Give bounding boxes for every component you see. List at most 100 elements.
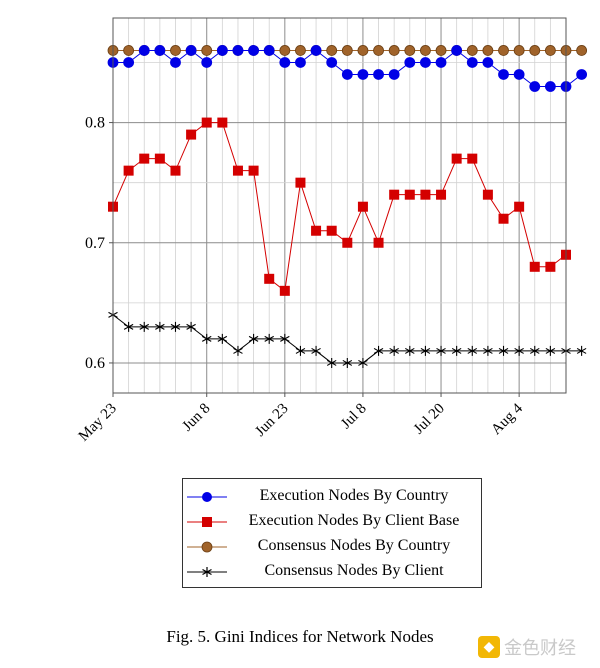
legend: Execution Nodes By Country Execution Nod… bbox=[182, 478, 482, 588]
data-point bbox=[513, 69, 525, 80]
data-point bbox=[232, 165, 243, 176]
legend-item-consensus-country: Consensus Nodes By Country bbox=[183, 535, 483, 559]
data-point bbox=[264, 333, 274, 344]
y-tick-label: 0.6 bbox=[85, 355, 105, 372]
data-point bbox=[201, 117, 212, 128]
watermark: ◆ 金色财经 bbox=[478, 633, 598, 661]
legend-label: Execution Nodes By Client Base bbox=[248, 512, 460, 529]
data-point bbox=[248, 333, 259, 344]
data-point bbox=[279, 285, 290, 296]
legend-swatch-star-black-icon bbox=[187, 567, 227, 577]
data-point bbox=[280, 333, 290, 344]
y-tick-label: 0.7 bbox=[85, 235, 105, 252]
data-point bbox=[154, 45, 166, 56]
data-point bbox=[155, 321, 165, 332]
data-point bbox=[154, 153, 165, 164]
data-point bbox=[186, 129, 197, 140]
data-point bbox=[342, 357, 353, 368]
data-point bbox=[404, 189, 415, 200]
data-point bbox=[357, 45, 369, 56]
data-point bbox=[388, 69, 400, 80]
y-tick-label: 0.8 bbox=[85, 115, 105, 132]
legend-swatch-circle-brown-icon bbox=[187, 541, 227, 553]
watermark-logo-icon: ◆ bbox=[478, 636, 500, 658]
data-point bbox=[170, 321, 181, 332]
data-point bbox=[388, 45, 400, 56]
data-point bbox=[482, 45, 494, 56]
data-point bbox=[233, 345, 243, 356]
data-point bbox=[170, 165, 181, 176]
data-point bbox=[467, 153, 478, 164]
data-point bbox=[435, 57, 447, 68]
data-point bbox=[576, 45, 588, 56]
data-point bbox=[405, 345, 415, 356]
data-point bbox=[545, 261, 556, 272]
data-point bbox=[138, 45, 150, 56]
data-point bbox=[232, 45, 244, 56]
data-point bbox=[295, 45, 306, 56]
data-point bbox=[263, 45, 275, 56]
data-point bbox=[498, 345, 509, 356]
data-point bbox=[466, 57, 478, 68]
data-point bbox=[513, 45, 525, 56]
figure-caption: Fig. 5. Gini Indices for Network Nodes bbox=[166, 627, 434, 646]
data-point bbox=[123, 57, 135, 68]
data-point bbox=[529, 81, 541, 92]
legend-swatch-circle-blue-icon bbox=[187, 492, 227, 502]
data-point bbox=[373, 237, 384, 248]
data-point bbox=[217, 333, 228, 344]
data-point bbox=[451, 45, 463, 56]
data-point bbox=[123, 165, 134, 176]
data-point bbox=[310, 45, 322, 56]
series-2 bbox=[107, 45, 588, 56]
data-point bbox=[389, 345, 399, 356]
data-point bbox=[373, 69, 384, 80]
data-point bbox=[139, 153, 150, 164]
data-point bbox=[279, 57, 291, 68]
series-1 bbox=[108, 117, 571, 296]
data-point bbox=[420, 345, 431, 356]
data-point bbox=[529, 45, 541, 56]
data-point bbox=[435, 45, 447, 56]
data-point bbox=[358, 357, 368, 368]
legend-item-execution-country: Execution Nodes By Country bbox=[183, 485, 483, 509]
data-point bbox=[248, 165, 259, 176]
data-point bbox=[295, 177, 306, 188]
data-point bbox=[420, 189, 431, 200]
data-point bbox=[514, 201, 525, 212]
data-point bbox=[544, 45, 556, 56]
series-3 bbox=[108, 309, 587, 368]
x-tick-label: Aug 4 bbox=[488, 400, 526, 438]
data-point bbox=[529, 261, 540, 272]
data-point bbox=[389, 189, 400, 200]
data-point bbox=[498, 45, 509, 56]
data-point bbox=[248, 45, 259, 56]
data-point bbox=[326, 357, 337, 368]
x-tick-label: Jul 8 bbox=[338, 401, 370, 433]
y-axis: 0.6 0.7 0.8 bbox=[85, 115, 113, 372]
x-tick-label: May 23 bbox=[76, 401, 120, 445]
series-layer bbox=[107, 45, 588, 368]
data-point bbox=[279, 45, 291, 56]
data-point bbox=[451, 153, 462, 164]
data-point bbox=[311, 345, 321, 356]
data-point bbox=[466, 45, 478, 56]
data-point bbox=[201, 57, 213, 68]
data-point bbox=[123, 45, 135, 56]
data-point bbox=[436, 345, 446, 356]
data-point bbox=[498, 69, 509, 80]
data-point bbox=[482, 57, 494, 68]
data-point bbox=[170, 57, 181, 68]
legend-item-consensus-client: Consensus Nodes By Client bbox=[183, 560, 483, 584]
data-point bbox=[467, 345, 478, 356]
legend-label: Consensus Nodes By Country bbox=[257, 537, 451, 554]
data-point bbox=[216, 45, 228, 56]
series-line bbox=[112, 122, 567, 292]
legend-label: Execution Nodes By Country bbox=[259, 487, 449, 504]
data-point bbox=[295, 57, 306, 68]
data-point bbox=[311, 225, 322, 236]
data-point bbox=[420, 45, 431, 56]
data-point bbox=[357, 201, 368, 212]
data-point bbox=[123, 321, 134, 332]
data-point bbox=[576, 69, 588, 80]
